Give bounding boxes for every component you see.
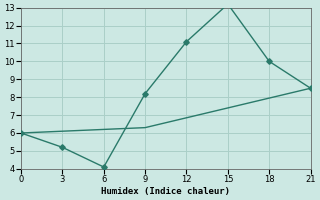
X-axis label: Humidex (Indice chaleur): Humidex (Indice chaleur) (101, 187, 230, 196)
